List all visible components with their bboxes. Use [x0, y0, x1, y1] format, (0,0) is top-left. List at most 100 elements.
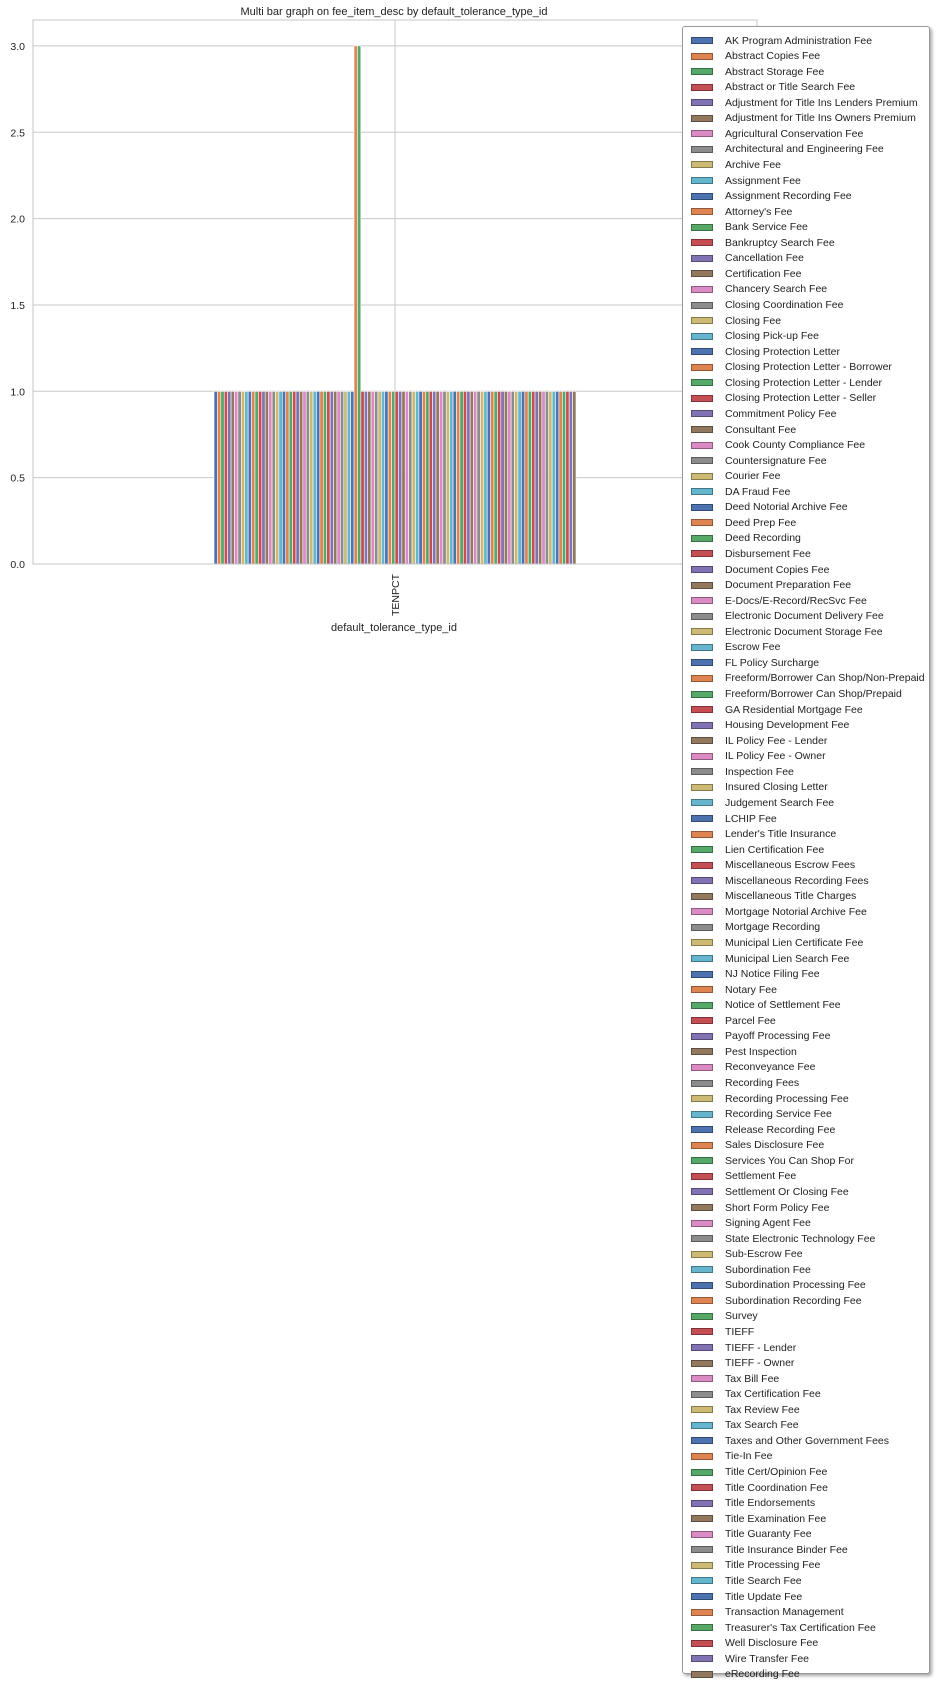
bar [353, 45, 358, 565]
legend-label: Title Coordination Fee [725, 1481, 828, 1494]
legend-swatch [691, 659, 713, 667]
legend-label: Tie-In Fee [725, 1450, 773, 1463]
legend-swatch [691, 892, 713, 900]
legend-label: TIEFF [725, 1325, 755, 1338]
legend-item: Architectural and Engineering Fee [691, 142, 884, 157]
legend-item: Assignment Recording Fee [691, 189, 852, 204]
bar [411, 391, 416, 565]
legend-item: Document Preparation Fee [691, 578, 851, 593]
bar [258, 391, 263, 565]
bar [432, 391, 437, 565]
legend-swatch [691, 955, 713, 963]
legend-swatch [691, 68, 713, 76]
legend-swatch [691, 1624, 713, 1632]
legend-item: Notary Fee [691, 982, 777, 997]
legend-swatch [691, 1328, 713, 1336]
bar [370, 391, 375, 565]
legend-label: Services You Can Shop For [725, 1154, 854, 1167]
bar [497, 391, 502, 565]
legend-item: Title Cert/Opinion Fee [691, 1465, 827, 1480]
bar [234, 391, 239, 565]
legend-label: Certification Fee [725, 267, 802, 280]
legend-label: Deed Recording [725, 532, 801, 545]
legend-swatch [691, 597, 713, 605]
legend-swatch [691, 114, 713, 122]
legend-swatch [691, 472, 713, 480]
legend-label: Escrow Fee [725, 641, 781, 654]
bar [521, 391, 526, 565]
bar [381, 391, 386, 565]
legend-item: Pest Inspection [691, 1044, 797, 1059]
bar [340, 391, 345, 565]
bar [237, 391, 242, 565]
y-tick-label: 0.0 [10, 559, 25, 571]
legend-label: Mortgage Recording [725, 921, 821, 934]
legend-label: Housing Development Fee [725, 719, 850, 732]
bar [299, 391, 304, 565]
legend-label: Settlement Fee [725, 1170, 797, 1183]
legend-item: Consultant Fee [691, 422, 796, 437]
legend-swatch [691, 550, 713, 558]
legend-swatch [691, 83, 713, 91]
legend-item: Cook County Compliance Fee [691, 438, 865, 453]
legend-label: Electronic Document Storage Fee [725, 625, 883, 638]
bar [268, 391, 273, 565]
legend-swatch [691, 1468, 713, 1476]
legend-item: NJ Notice Filing Fee [691, 967, 820, 982]
legend-item: State Electronic Technology Fee [691, 1231, 875, 1246]
bar [333, 391, 338, 565]
legend-item: Title Endorsements [691, 1496, 815, 1511]
legend-swatch [691, 674, 713, 682]
legend-item: Subordination Fee [691, 1262, 811, 1277]
legend-swatch [691, 161, 713, 169]
bar [473, 391, 478, 565]
legend-label: Treasurer's Tax Certification Fee [725, 1621, 876, 1634]
legend-label: Inspection Fee [725, 765, 794, 778]
y-tick-label: 2.0 [10, 214, 25, 226]
bar [562, 391, 567, 565]
legend-item: Well Disclosure Fee [691, 1636, 818, 1651]
legend-label: Sales Disclosure Fee [725, 1139, 825, 1152]
legend-item: Tie-In Fee [691, 1449, 772, 1464]
legend-swatch [691, 752, 713, 760]
legend-swatch [691, 1095, 713, 1103]
bar [343, 391, 348, 565]
chart-title: Multi bar graph on fee_item_desc by defa… [241, 6, 548, 18]
legend-item: Tax Bill Fee [691, 1371, 779, 1386]
legend-item: Housing Development Fee [691, 718, 849, 733]
legend-item: Electronic Document Delivery Fee [691, 609, 884, 624]
legend-label: Agricultural Conservation Fee [725, 127, 864, 140]
bar [302, 391, 307, 565]
legend-swatch [691, 1204, 713, 1211]
legend-swatch [691, 1593, 713, 1600]
bar [377, 391, 382, 565]
legend-label: Freeform/Borrower Can Shop/Prepaid [725, 688, 902, 701]
legend-item: Assignment Fee [691, 173, 801, 188]
legend-item: Courier Fee [691, 469, 780, 484]
bar [309, 391, 314, 565]
bar [367, 391, 372, 565]
legend-label: Title Endorsements [725, 1497, 816, 1510]
legend-swatch [691, 830, 713, 838]
bar [391, 391, 396, 565]
bar [483, 391, 488, 565]
legend-item: Settlement Or Closing Fee [691, 1184, 849, 1199]
legend-label: Release Recording Fee [725, 1123, 836, 1136]
legend-item: Deed Notorial Archive Fee [691, 500, 848, 515]
legend-item: Closing Protection Letter - Lender [691, 375, 882, 390]
legend-swatch [691, 285, 713, 293]
bar [422, 391, 427, 565]
legend-swatch [691, 52, 713, 60]
legend-item: Inspection Fee [691, 764, 794, 779]
bar [463, 391, 468, 565]
legend-swatch [691, 1577, 713, 1585]
legend-label: Short Form Policy Fee [725, 1201, 830, 1214]
bar [384, 391, 389, 565]
legend-label: AK Program Administration Fee [725, 34, 873, 47]
legend-item: IL Policy Fee - Lender [691, 733, 827, 748]
legend-swatch [691, 519, 713, 527]
legend-item: Freeform/Borrower Can Shop/Non-Prepaid [691, 671, 925, 686]
legend-label: Notary Fee [725, 983, 777, 996]
legend-item: Wire Transfer Fee [691, 1651, 809, 1666]
legend-label: Tax Search Fee [725, 1419, 799, 1432]
